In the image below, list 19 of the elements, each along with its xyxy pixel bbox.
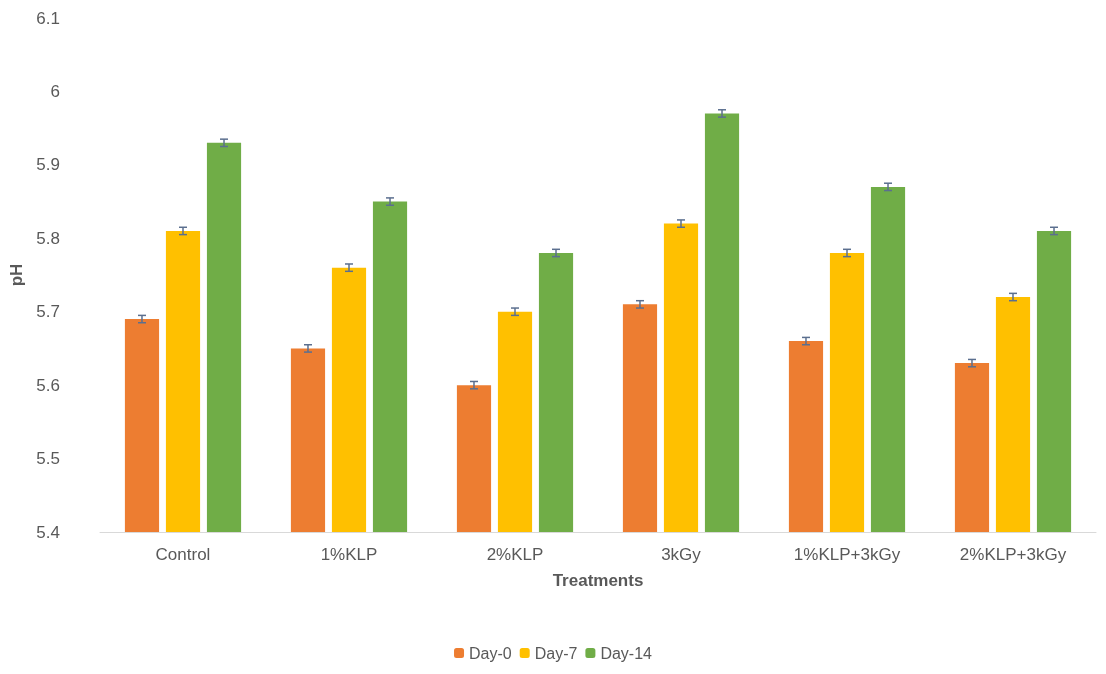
y-tick-label: 5.6 bbox=[36, 375, 60, 395]
x-tick-label: 2%KLP bbox=[486, 545, 544, 564]
y-tick-label: 6 bbox=[50, 81, 60, 101]
y-tick-label: 5.5 bbox=[36, 449, 60, 469]
y-tick-label: 5.7 bbox=[36, 302, 60, 322]
y-axis-title: pH bbox=[7, 263, 27, 287]
x-tick-label: 2%KLP+3kGy bbox=[959, 545, 1067, 564]
x-tick-label: 1%KLP bbox=[320, 545, 378, 564]
y-tick-label: 5.8 bbox=[36, 228, 60, 248]
x-tick-label: 1%KLP+3kGy bbox=[793, 545, 901, 564]
y-tick-label: 6.1 bbox=[36, 8, 60, 28]
y-tick-label: 5.4 bbox=[36, 522, 60, 542]
x-tick-label: Control bbox=[155, 545, 211, 564]
x-tick-label: 3kGy bbox=[661, 545, 702, 564]
y-tick-label: 5.9 bbox=[36, 155, 60, 175]
legend-label: Day-0 bbox=[469, 644, 512, 662]
legend-label: Day-7 bbox=[534, 644, 578, 662]
legend-label: Day-14 bbox=[600, 644, 653, 662]
x-axis-title: Treatments bbox=[552, 571, 644, 590]
